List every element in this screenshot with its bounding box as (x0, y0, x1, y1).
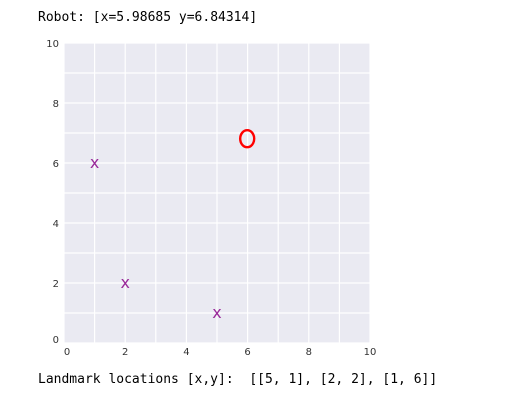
x-tick-label: 8 (306, 347, 312, 358)
robot-position-readout: Robot: [x=5.98685 y=6.84314] (38, 10, 257, 25)
x-tick-label: 6 (244, 347, 250, 358)
x-tick-label: 4 (183, 347, 189, 358)
y-tick-label: 4 (53, 219, 59, 230)
robot-label: Robot: (38, 10, 85, 25)
x-tick-label: 10 (364, 347, 377, 358)
robot-marker (238, 129, 256, 149)
robot-value: [x=5.98685 y=6.84314] (92, 10, 258, 25)
x-tick-label: 2 (122, 347, 128, 358)
y-tick-label: 2 (53, 279, 59, 290)
landmark-marker: x (120, 273, 129, 292)
y-tick-label: 8 (53, 99, 59, 110)
landmarks-value: [[5, 1], [2, 2], [1, 6]] (249, 372, 438, 387)
landmarks-label: Landmark locations [x,y]: (38, 372, 234, 387)
landmark-marker: x (90, 153, 99, 172)
landmark-locations-readout: Landmark locations [x,y]: [[5, 1], [2, 2… (38, 372, 437, 387)
y-tick-label: 6 (53, 159, 59, 170)
y-tick-label: 10 (46, 39, 59, 50)
landmark-marker: x (212, 303, 221, 322)
y-tick-label: 0 (53, 335, 59, 346)
x-tick-label: 0 (64, 347, 70, 358)
